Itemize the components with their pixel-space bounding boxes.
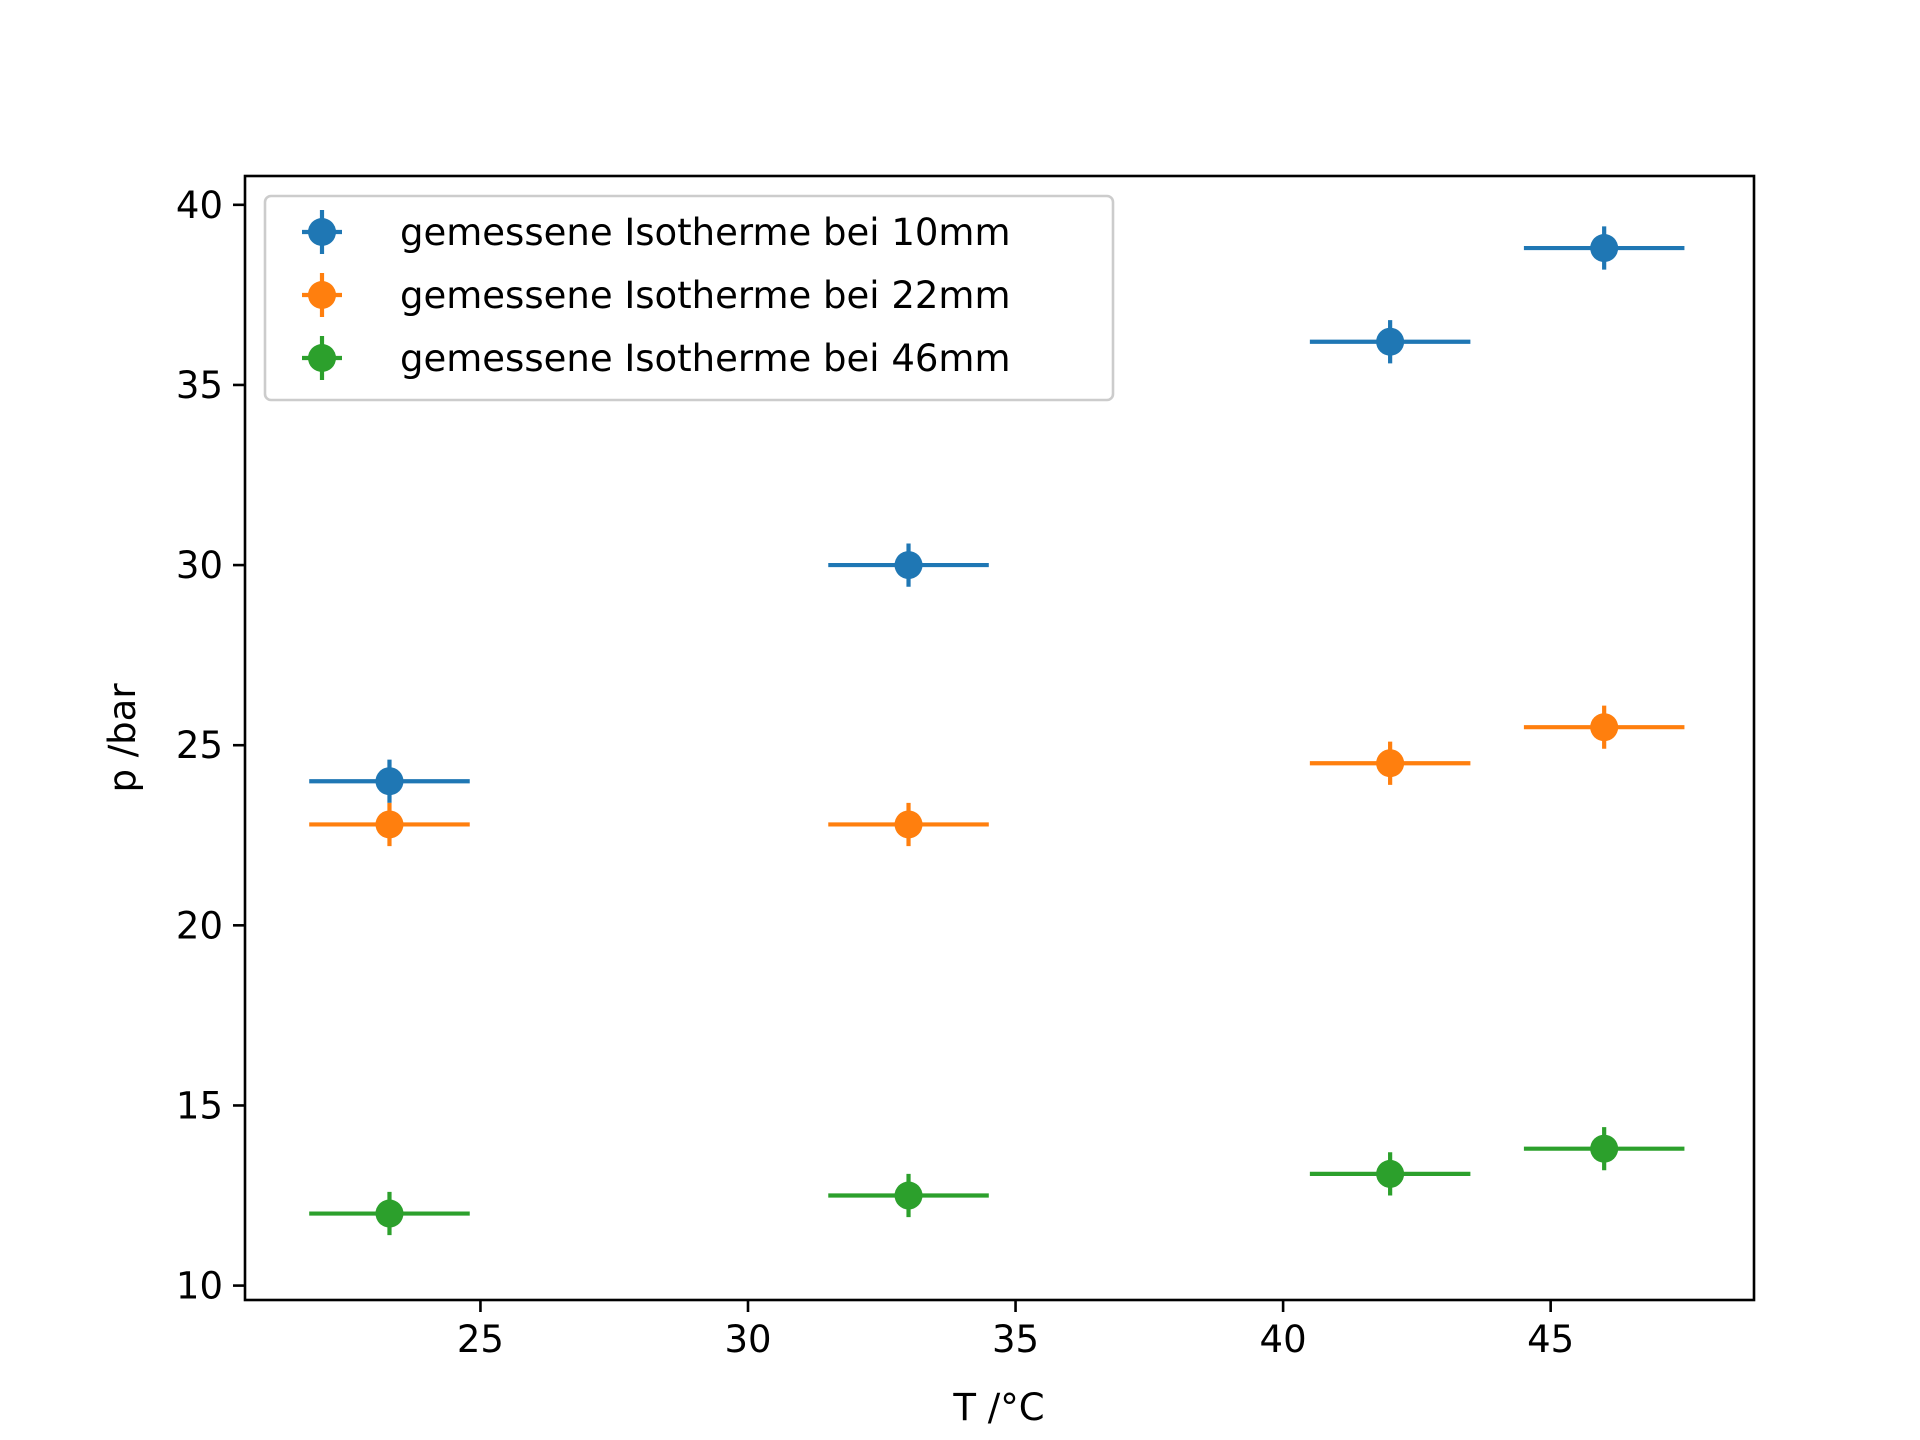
- data-point: [375, 1199, 404, 1228]
- series-1: [309, 705, 1685, 847]
- x-tick-label: 45: [1527, 1318, 1574, 1361]
- data-point: [1376, 749, 1405, 778]
- series-2: [309, 1127, 1685, 1236]
- x-tick-label: 40: [1260, 1318, 1307, 1361]
- legend-entry: gemessene Isotherme bei 22mm: [302, 273, 1010, 317]
- y-tick-label: 10: [176, 1265, 223, 1308]
- legend-label: gemessene Isotherme bei 10mm: [400, 211, 1010, 254]
- data-point: [1376, 327, 1405, 356]
- legend-entry: gemessene Isotherme bei 10mm: [302, 210, 1010, 254]
- y-axis-label: p /bar: [101, 683, 144, 793]
- y-tick-label: 15: [176, 1084, 223, 1127]
- data-point: [1590, 713, 1619, 742]
- x-axis: 25 30 35 40 45: [457, 1300, 1574, 1361]
- y-tick-label: 30: [176, 544, 223, 587]
- x-axis-label: T /°C: [952, 1386, 1044, 1429]
- legend-entry: gemessene Isotherme bei 46mm: [302, 336, 1010, 380]
- legend-marker: [308, 218, 336, 246]
- data-point: [1376, 1159, 1405, 1188]
- legend-label: gemessene Isotherme bei 46mm: [400, 337, 1010, 380]
- x-tick-label: 25: [457, 1318, 504, 1361]
- legend: gemessene Isotherme bei 10mm gemessene Is…: [263, 194, 1115, 402]
- data-point: [1590, 234, 1619, 263]
- y-tick-label: 40: [176, 184, 223, 227]
- series-layer: [309, 226, 1685, 1236]
- x-tick-label: 30: [724, 1318, 771, 1361]
- y-tick-label: 20: [176, 904, 223, 947]
- series-0: [309, 226, 1685, 803]
- legend-label: gemessene Isotherme bei 22mm: [400, 274, 1010, 317]
- data-point: [375, 810, 404, 839]
- y-tick-label: 35: [176, 364, 223, 407]
- legend-marker: [308, 344, 336, 372]
- y-tick-label: 25: [176, 724, 223, 767]
- data-point: [894, 551, 923, 580]
- plot-frame: [243, 174, 1756, 1302]
- legend-marker: [308, 281, 336, 309]
- data-point: [894, 1181, 923, 1210]
- data-point: [894, 810, 923, 839]
- data-point: [375, 767, 404, 796]
- y-axis: 10 15 20 25 30 35 40: [176, 184, 245, 1308]
- legend-box: [263, 194, 1115, 402]
- data-point: [1590, 1134, 1619, 1163]
- x-tick-label: 35: [992, 1318, 1039, 1361]
